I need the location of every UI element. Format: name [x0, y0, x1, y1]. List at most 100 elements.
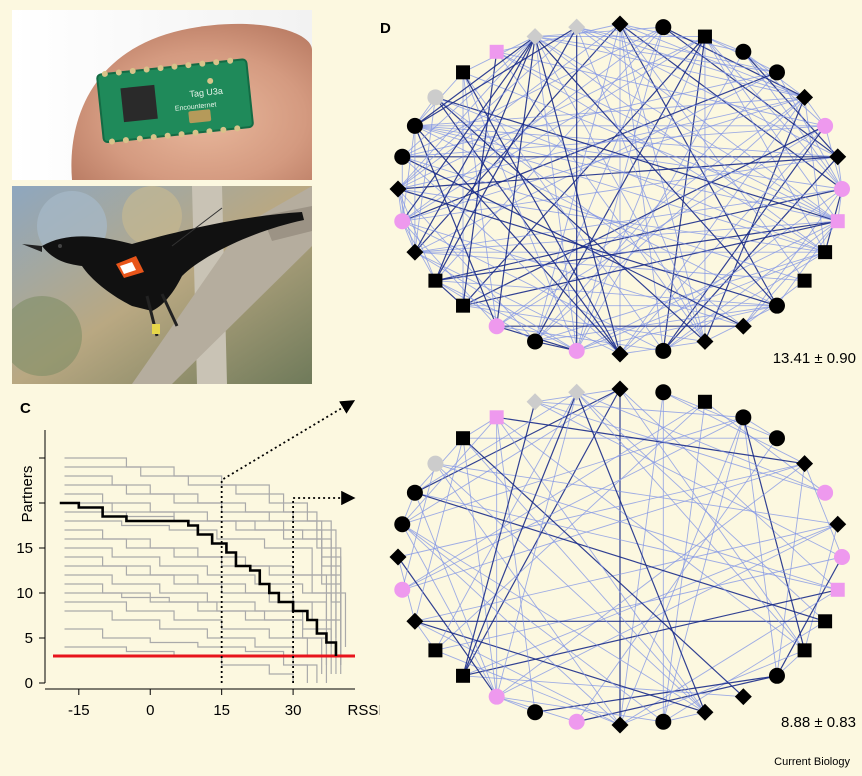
- node-circle: [488, 318, 505, 335]
- crow-with-tag-photo: [12, 186, 312, 384]
- network-edge: [401, 156, 744, 327]
- panel-letter-d: D: [380, 20, 391, 37]
- network-edge: [397, 156, 838, 190]
- tag-label-2: Encounternet: [175, 101, 217, 112]
- network-edge: [462, 675, 744, 698]
- x-tick-label: 30: [285, 702, 302, 719]
- network-edge: [534, 36, 778, 307]
- network-edge: [496, 523, 838, 698]
- network-edge: [662, 401, 706, 722]
- network-edge: [401, 523, 621, 726]
- network-edge: [619, 589, 838, 726]
- network-edge: [401, 463, 436, 590]
- network-edge: [496, 36, 536, 327]
- node-circle: [394, 148, 411, 165]
- network-edge: [743, 51, 826, 127]
- network-edge: [435, 188, 843, 282]
- tag-on-fingertip-photo: Tag U3a Encounternet: [12, 10, 312, 180]
- network-edge: [414, 492, 838, 591]
- node-diamond: [829, 148, 847, 166]
- background-series-group: [64, 457, 347, 683]
- network-edge: [435, 26, 664, 281]
- node-circle: [834, 549, 850, 565]
- y-tick-label: 15: [16, 540, 33, 557]
- network-edge: [534, 36, 805, 98]
- network-edge: [397, 463, 805, 558]
- network-edge: [534, 305, 778, 342]
- network-edge: [662, 417, 744, 722]
- network-edge: [414, 125, 621, 355]
- network-edge: [435, 463, 838, 591]
- y-tick-label: 5: [25, 630, 33, 647]
- network-edge: [414, 492, 498, 697]
- network-edge: [462, 36, 706, 307]
- network-edge: [402, 71, 778, 222]
- background-series-line: [64, 547, 332, 647]
- network-edge: [534, 27, 664, 342]
- network-edge: [662, 125, 826, 352]
- network-edge: [414, 36, 536, 127]
- network-edge: [414, 36, 536, 253]
- network-edge: [496, 96, 805, 327]
- network-edge: [462, 220, 838, 307]
- network-edge: [576, 391, 805, 651]
- network-edges: [397, 23, 843, 355]
- network-edge: [414, 388, 621, 494]
- network-edge: [534, 36, 838, 222]
- node-circle: [768, 64, 785, 81]
- network-edge: [434, 26, 578, 281]
- network-edge: [414, 125, 838, 158]
- network-edge: [435, 280, 778, 307]
- network-edge: [414, 125, 778, 307]
- node-diamond: [829, 515, 847, 533]
- background-series-line: [64, 493, 342, 665]
- node-circle: [768, 430, 785, 447]
- network-edge: [414, 251, 621, 355]
- node-circle: [655, 19, 672, 36]
- background-series-line: [64, 475, 342, 629]
- network-edge: [402, 401, 706, 591]
- x-tick-label: 15: [213, 702, 230, 719]
- network-edge: [462, 51, 498, 306]
- network-edge: [496, 125, 826, 327]
- node-square: [428, 273, 443, 288]
- network-edges: [397, 388, 843, 726]
- network-edge: [402, 125, 826, 158]
- node-diamond: [611, 716, 629, 734]
- network-edge: [619, 417, 744, 726]
- network-edge: [804, 524, 839, 651]
- network-edge: [619, 649, 805, 726]
- network-edge: [534, 675, 778, 713]
- top-network-stat: 13.41 ± 0.90: [772, 350, 856, 367]
- network-edge: [402, 156, 805, 282]
- node-circle: [768, 297, 785, 314]
- network-edge: [397, 556, 498, 698]
- node-diamond: [568, 383, 586, 401]
- network-edge: [663, 620, 826, 723]
- network-edge: [414, 391, 577, 494]
- network-edge: [402, 416, 744, 591]
- node-circle: [735, 43, 752, 60]
- threshold-guides: [220, 400, 356, 683]
- node-square: [818, 245, 833, 260]
- node-circle: [768, 667, 785, 684]
- network-edge: [434, 96, 621, 355]
- node-diamond: [796, 88, 814, 106]
- network-edge: [776, 72, 843, 190]
- network-edge: [496, 51, 838, 222]
- network-edge: [496, 463, 805, 698]
- background-series-line: [64, 628, 308, 683]
- node-square: [797, 273, 812, 288]
- node-circle: [568, 713, 585, 730]
- node-square: [489, 410, 504, 425]
- network-edge: [414, 492, 826, 622]
- x-tick-label: 0: [146, 702, 154, 719]
- node-circle: [655, 384, 672, 401]
- network-edge: [704, 36, 839, 222]
- node-diamond: [568, 18, 586, 36]
- network-edge: [434, 36, 536, 281]
- network-edge: [576, 391, 826, 494]
- network-edge: [402, 463, 805, 591]
- network-edge: [742, 51, 843, 190]
- network-edge: [496, 416, 805, 465]
